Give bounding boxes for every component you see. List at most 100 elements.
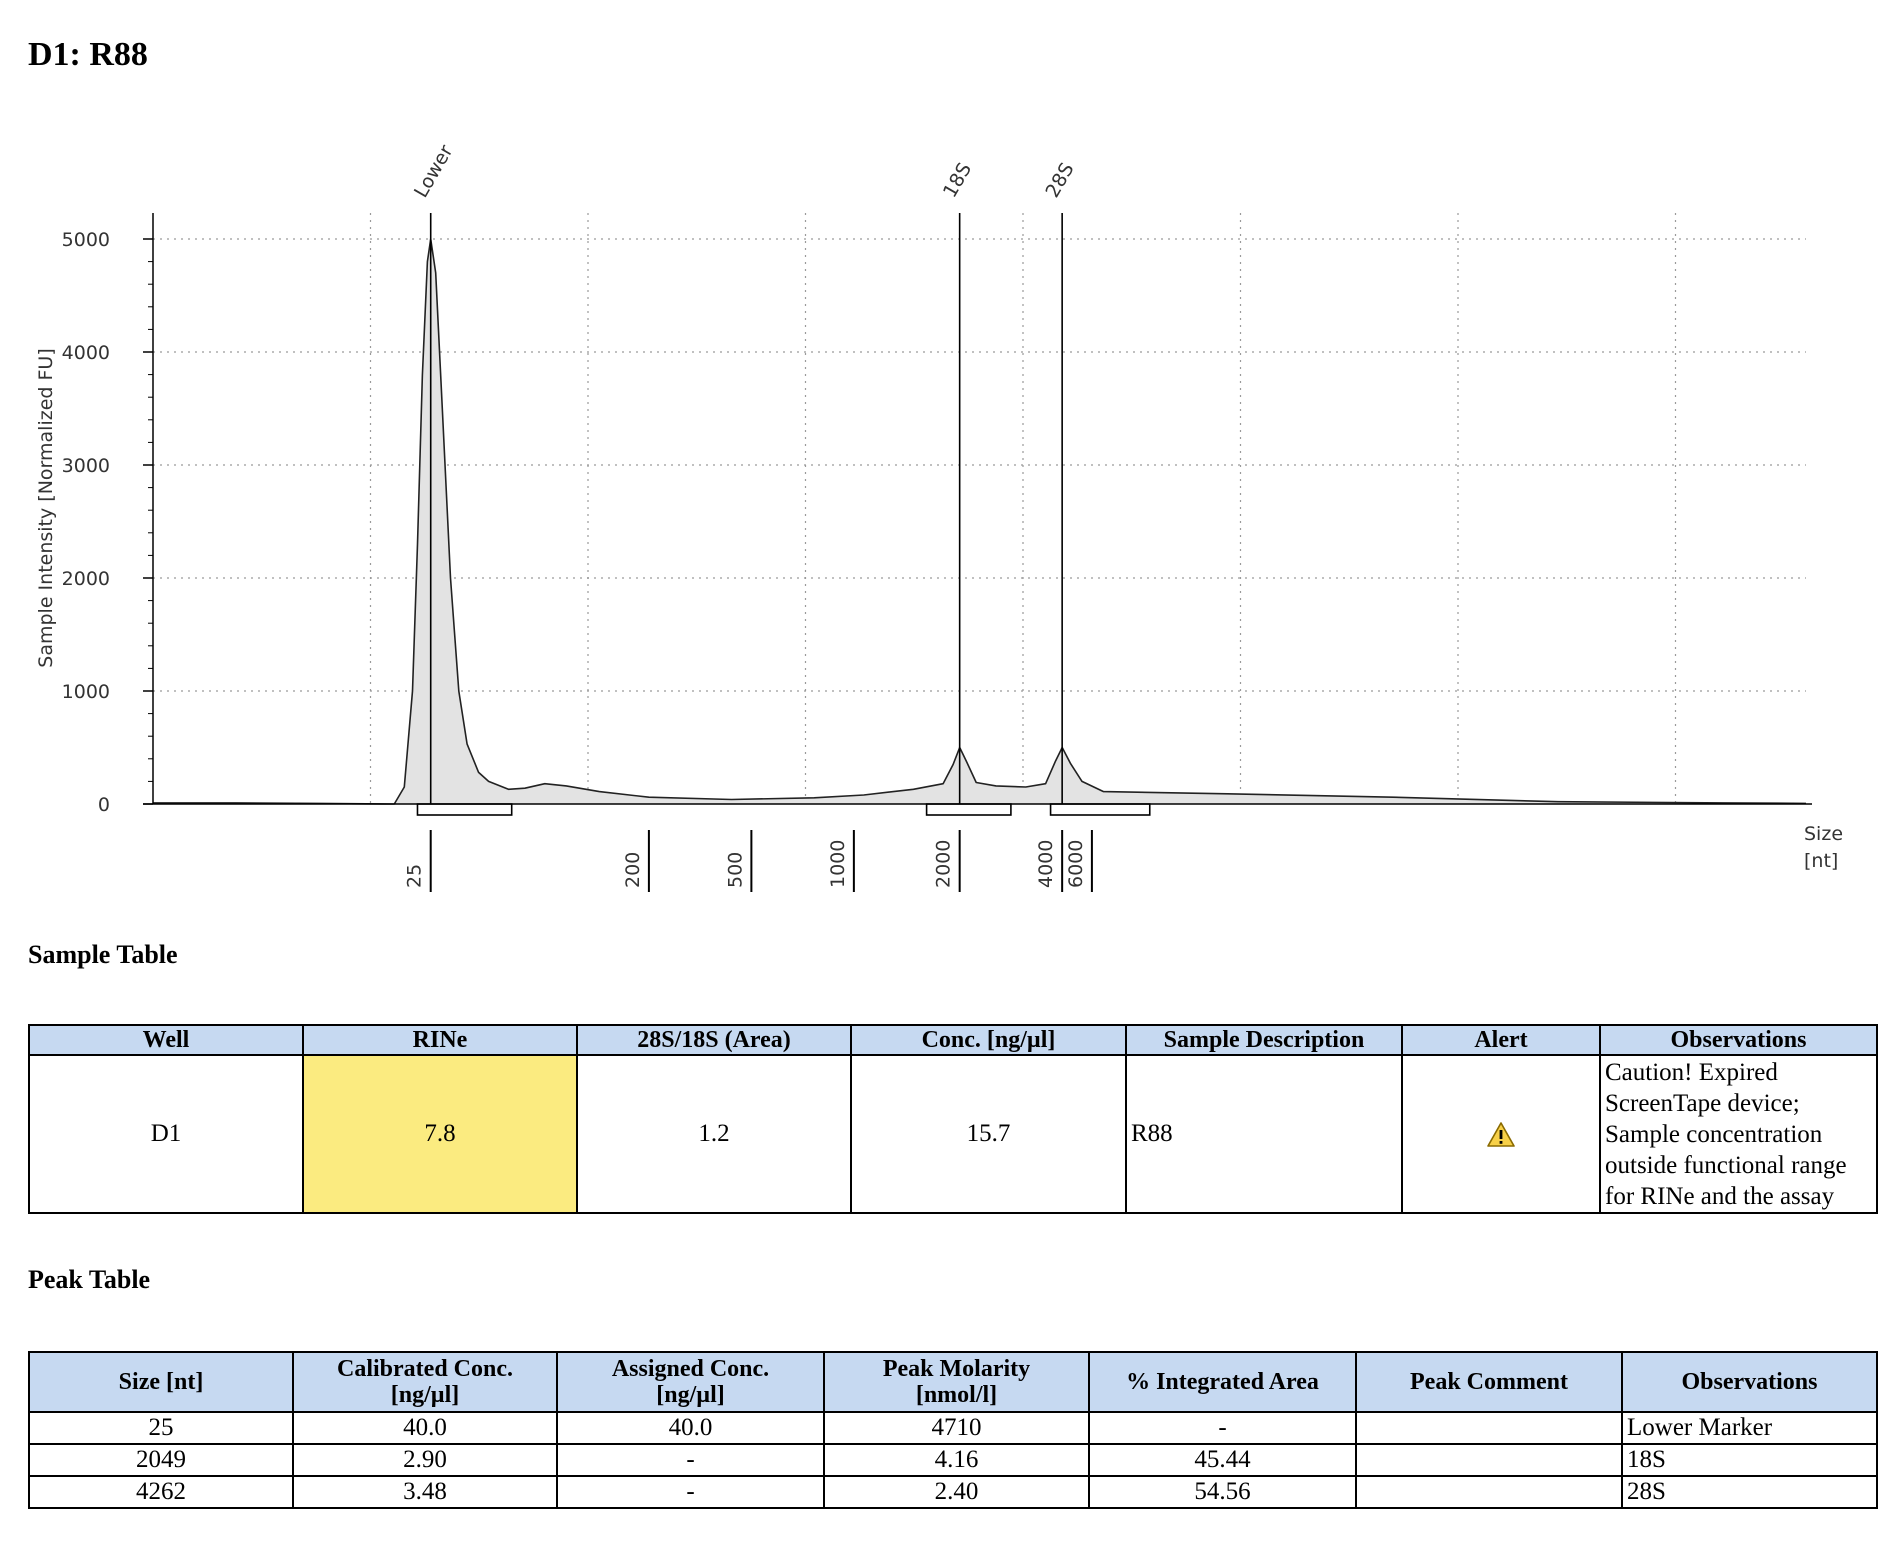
header-line: [nmol/l] (915, 1382, 998, 1408)
cell-size: 25 (28, 1411, 294, 1445)
header-description: Sample Description (1125, 1024, 1403, 1056)
cell-observations: 28S (1621, 1475, 1878, 1509)
integration-range (416, 803, 513, 816)
cell-conc: 15.7 (850, 1054, 1127, 1214)
cell-integrated-area: 54.56 (1088, 1475, 1357, 1509)
cell-peak-molarity: 2.40 (823, 1475, 1090, 1509)
cell-peak-comment (1355, 1475, 1623, 1509)
header-integrated-area: % Integrated Area (1088, 1351, 1357, 1413)
electropherogram-chart: 0 1000 2000 3000 4000 5000 25 200 500 1000 2000 40… (35, 141, 1843, 892)
header-line: Peak Molarity (882, 1356, 1031, 1382)
cell-observations: 18S (1621, 1443, 1878, 1477)
x-tick-label: 1000 (827, 840, 849, 888)
table-row: 2049 2.90 - 4.16 45.44 18S (28, 1443, 1878, 1477)
x-axis-label: Size [nt] (1804, 823, 1843, 872)
cell-integrated-area: 45.44 (1088, 1443, 1357, 1477)
cell-observations: Caution! Expired ScreenTape device; Samp… (1599, 1054, 1878, 1214)
chart-axes (143, 213, 1812, 805)
warning-triangle-icon (1487, 1122, 1515, 1148)
y-tick-label: 1000 (62, 681, 110, 703)
x-tick-label: 500 (724, 852, 746, 888)
observation-line: for RINe and the assay (1605, 1182, 1835, 1210)
page-title: D1: R88 (28, 36, 148, 73)
header-line: Calibrated Conc. (337, 1356, 513, 1382)
x-axis-label-line: Size (1804, 823, 1843, 845)
peak-label: 18S (939, 159, 976, 201)
header-line: % Integrated Area (1126, 1369, 1319, 1395)
y-tick-label: 0 (98, 794, 110, 816)
x-tick-label: 200 (622, 852, 644, 888)
y-tick-label: 5000 (62, 229, 110, 251)
header-line: Assigned Conc. (611, 1356, 770, 1382)
header-assigned-conc: Assigned Conc. [ng/µl] (556, 1351, 825, 1413)
cell-well: D1 (28, 1054, 304, 1214)
observation-line: ScreenTape device; (1605, 1089, 1800, 1117)
cell-alert (1401, 1054, 1601, 1214)
header-peak-molarity: Peak Molarity [nmol/l] (823, 1351, 1090, 1413)
cell-peak-comment (1355, 1411, 1623, 1445)
header-line: Observations (1681, 1369, 1818, 1395)
y-axis-label: Sample Intensity [Normalized FU] (35, 348, 57, 667)
table-row: D1 7.8 1.2 15.7 R88 Caution! Expired Scr… (28, 1054, 1878, 1214)
cell-integrated-area: - (1088, 1411, 1357, 1445)
x-axis-ticks: 25 200 500 1000 2000 4000 6000 (404, 830, 1093, 892)
x-tick-label: 6000 (1065, 840, 1087, 888)
x-axis-label-line: [nt] (1804, 850, 1838, 872)
x-tick-label: 2000 (933, 840, 955, 888)
peak-table-title: Peak Table (28, 1265, 151, 1294)
y-tick-label: 4000 (62, 342, 110, 364)
header-conc: Conc. [ng/µl] (850, 1024, 1127, 1056)
sample-table-title: Sample Table (28, 940, 178, 969)
header-ratio: 28S/18S (Area) (576, 1024, 852, 1056)
x-tick-label: 4000 (1035, 840, 1057, 888)
cell-description: R88 (1125, 1054, 1403, 1214)
cell-peak-comment (1355, 1443, 1623, 1477)
cell-rine: 7.8 (302, 1054, 578, 1214)
header-line: [ng/µl] (390, 1382, 460, 1408)
table-row: 4262 3.48 - 2.40 54.56 28S (28, 1475, 1878, 1509)
header-alert: Alert (1401, 1024, 1601, 1056)
cell-peak-molarity: 4710 (823, 1411, 1090, 1445)
header-line: Size [nt] (118, 1369, 204, 1395)
x-tick-label: 25 (404, 864, 426, 888)
peak-markers: Lower 18S 28S (410, 141, 1079, 804)
header-size: Size [nt] (28, 1351, 294, 1413)
header-calibrated-conc: Calibrated Conc. [ng/µl] (292, 1351, 558, 1413)
chart-trace (153, 238, 1807, 816)
cell-assigned-conc: - (556, 1475, 825, 1509)
peak-label: 28S (1041, 159, 1078, 201)
y-axis-ticks: 0 1000 2000 3000 4000 5000 (62, 229, 153, 816)
integration-range (1049, 803, 1151, 816)
sample-table: Well RINe 28S/18S (Area) Conc. [ng/µl] S… (28, 1024, 1878, 1214)
table-row: 25 40.0 40.0 4710 - Lower Marker (28, 1411, 1878, 1445)
header-line: [ng/µl] (656, 1382, 725, 1408)
header-peak-comment: Peak Comment (1355, 1351, 1623, 1413)
trace-fill (153, 239, 1806, 804)
header-well: Well (28, 1024, 304, 1056)
peak-table-header: Size [nt] Calibrated Conc. [ng/µl] Assign… (28, 1351, 1878, 1413)
cell-peak-molarity: 4.16 (823, 1443, 1090, 1477)
sample-table-header: Well RINe 28S/18S (Area) Conc. [ng/µl] S… (28, 1024, 1878, 1056)
cell-calibrated-conc: 40.0 (292, 1411, 558, 1445)
peak-table: Size [nt] Calibrated Conc. [ng/µl] Assign… (28, 1351, 1878, 1509)
observation-line: Caution! Expired (1605, 1058, 1778, 1086)
cell-assigned-conc: - (556, 1443, 825, 1477)
cell-observations: Lower Marker (1621, 1411, 1878, 1445)
cell-calibrated-conc: 2.90 (292, 1443, 558, 1477)
header-observations: Observations (1599, 1024, 1878, 1056)
trace-line (153, 238, 1807, 805)
cell-assigned-conc: 40.0 (556, 1411, 825, 1445)
integration-range (925, 803, 1012, 816)
cell-size: 4262 (28, 1475, 294, 1509)
cell-size: 2049 (28, 1443, 294, 1477)
header-rine: RINe (302, 1024, 578, 1056)
observation-line: Sample concentration (1605, 1120, 1823, 1148)
chart-grid (153, 213, 1806, 804)
observation-line: outside functional range (1605, 1151, 1847, 1179)
peak-label: Lower (410, 141, 458, 201)
header-line: Peak Comment (1410, 1369, 1568, 1395)
cell-ratio: 1.2 (576, 1054, 852, 1214)
header-observations: Observations (1621, 1351, 1878, 1413)
y-tick-label: 3000 (62, 455, 110, 477)
cell-calibrated-conc: 3.48 (292, 1475, 558, 1509)
